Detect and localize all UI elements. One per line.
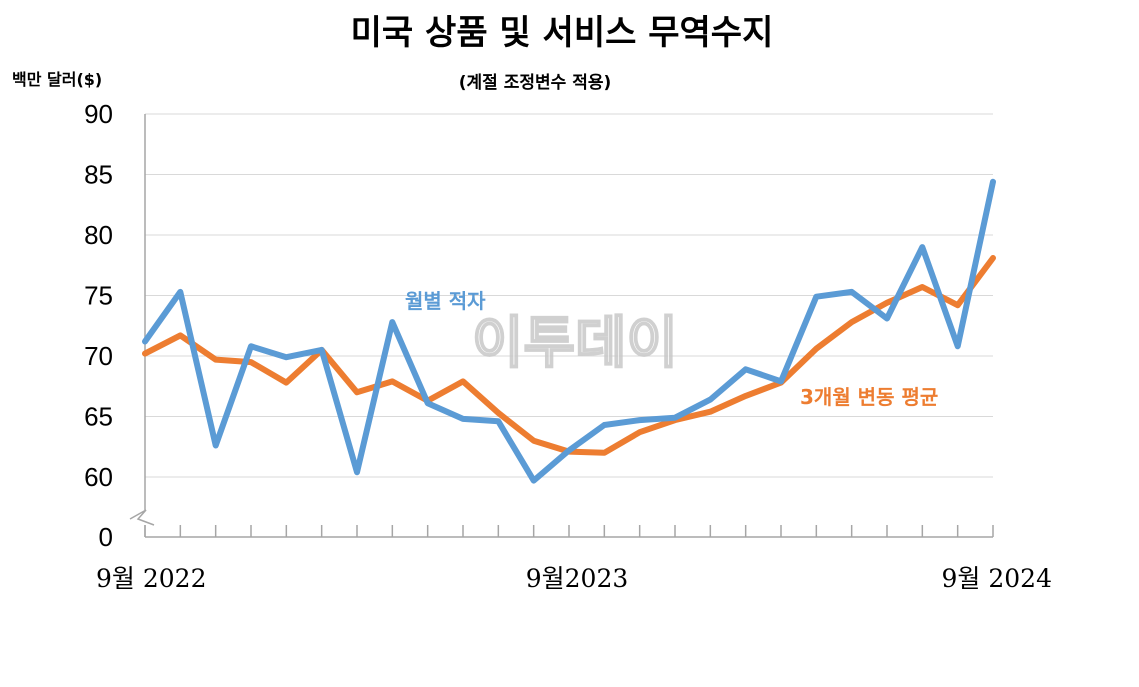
series-label-monthly-deficit: 월별 적자 <box>405 289 486 313</box>
axes <box>129 114 994 538</box>
chart-title: 미국 상품 및 서비스 무역수지 <box>351 13 774 53</box>
chart-subtitle: (계절 조정변수 적용) <box>459 72 612 93</box>
x-tick-label: 9월 2022 <box>96 564 206 593</box>
watermark-text: 이투데이 <box>472 311 678 376</box>
x-tick-label: 9월 2024 <box>942 564 1052 593</box>
series-lines <box>142 178 996 484</box>
series-line-monthly-deficit <box>142 178 996 484</box>
y-tick-label: 65 <box>84 402 113 432</box>
y-tick-label: 70 <box>84 341 113 371</box>
y-axis-unit-label: 백만 달러($) <box>12 70 102 89</box>
axis-break-mark <box>129 509 155 526</box>
y-tick-labels: 90 85 80 75 70 65 60 0 <box>84 99 113 552</box>
y-tick-label: 90 <box>84 99 113 129</box>
y-tick-label: 85 <box>84 160 113 190</box>
series-label-3-month-average: 3개월 변동 평균 <box>800 385 938 409</box>
y-tick-label: 0 <box>99 522 113 552</box>
x-tick-label: 9월2023 <box>526 564 629 593</box>
y-tick-label: 60 <box>84 462 113 492</box>
y-tick-label: 75 <box>84 281 113 311</box>
x-tick-labels: 9월 2022 9월2023 9월 2024 <box>96 564 1052 593</box>
y-tick-label: 80 <box>84 220 113 250</box>
gridlines <box>145 113 993 478</box>
